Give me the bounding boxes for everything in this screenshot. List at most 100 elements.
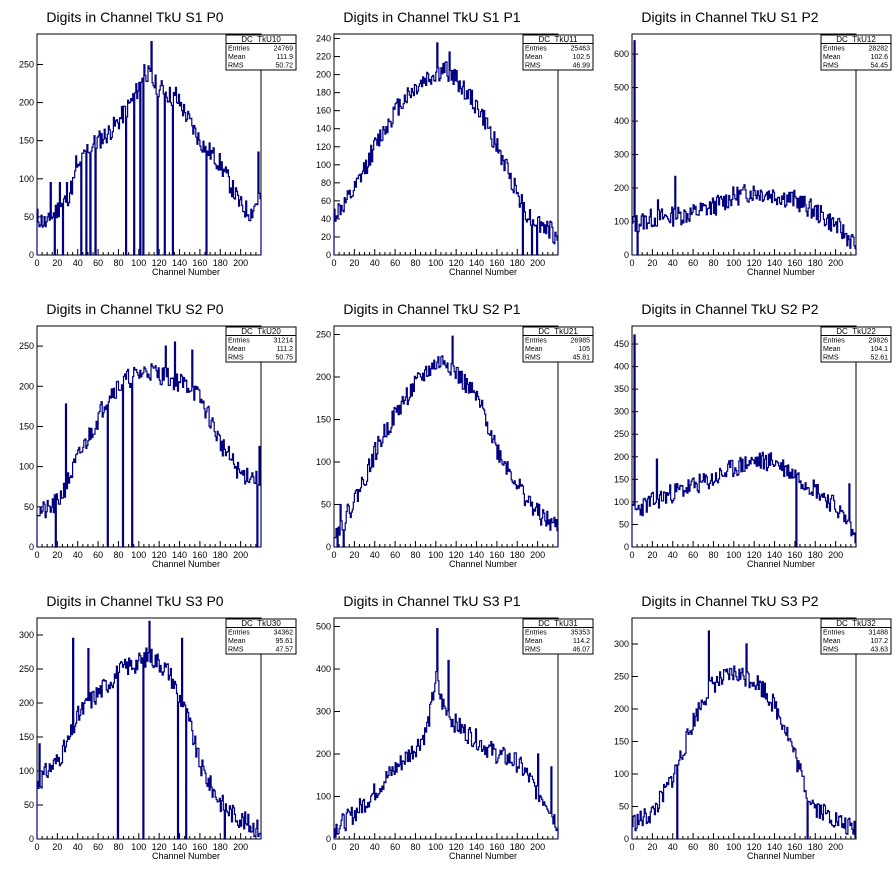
stats-box	[225, 326, 297, 363]
y-tick-label: 0	[29, 250, 34, 260]
x-tick-label: 0	[34, 550, 39, 560]
stats-box	[522, 34, 594, 71]
stats-name: DC_TkU22	[836, 327, 876, 336]
x-tick-label: 60	[390, 258, 400, 268]
x-tick-label: 160	[489, 550, 504, 560]
x-tick-label: 100	[428, 842, 443, 852]
stats-name: DC_TkU10	[241, 35, 281, 44]
stats-value: 28282	[869, 46, 889, 53]
x-tick-label: 60	[688, 258, 698, 268]
x-tick-label: 60	[93, 842, 103, 852]
stats-label: Mean	[525, 54, 543, 61]
y-tick-label: 200	[614, 704, 629, 714]
stats-value: 52.61	[870, 355, 888, 362]
x-tick-label: 80	[410, 550, 420, 560]
x-tick-label: 80	[113, 258, 123, 268]
stats-value: 102.6	[870, 54, 888, 61]
x-axis-label: Channel Number	[449, 851, 517, 861]
y-tick-label: 300	[614, 150, 629, 160]
y-tick-label: 50	[24, 800, 34, 810]
x-tick-label: 0	[629, 258, 634, 268]
x-tick-label: 200	[828, 550, 843, 560]
x-tick-label: 180	[808, 258, 823, 268]
chart-title: Digits in Channel TkU S2 P0	[46, 301, 223, 317]
y-tick-label: 0	[326, 834, 331, 844]
x-tick-label: 0	[629, 842, 634, 852]
x-axis-label: Channel Number	[747, 851, 815, 861]
x-tick-label: 80	[410, 842, 420, 852]
stats-value: 25463	[571, 46, 591, 53]
stats-value: 54.45	[870, 63, 888, 70]
stats-label: Mean	[525, 346, 543, 353]
stats-label: Entries	[525, 630, 547, 637]
x-tick-label: 120	[747, 550, 762, 560]
x-tick-label: 60	[688, 550, 698, 560]
x-tick-label: 0	[34, 258, 39, 268]
x-tick-label: 60	[93, 258, 103, 268]
y-tick-label: 50	[24, 502, 34, 512]
stats-label: RMS	[228, 355, 244, 362]
x-tick-label: 120	[449, 550, 464, 560]
x-tick-label: 140	[469, 842, 484, 852]
x-tick-label: 120	[152, 258, 167, 268]
stats-label: Mean	[228, 638, 246, 645]
y-tick-label: 100	[614, 497, 629, 507]
x-tick-label: 20	[52, 842, 62, 852]
x-tick-label: 120	[747, 842, 762, 852]
stats-value: 104.1	[870, 346, 888, 353]
stats-label: Entries	[228, 630, 250, 637]
stats-label: RMS	[823, 63, 839, 70]
x-tick-label: 200	[233, 550, 248, 560]
x-tick-label: 100	[428, 550, 443, 560]
y-tick-label: 150	[19, 136, 34, 146]
histogram-panel: Digits in Channel TkU S3 P10100200300400…	[316, 593, 594, 861]
x-tick-label: 160	[489, 258, 504, 268]
x-tick-label: 140	[767, 258, 782, 268]
y-tick-label: 300	[19, 630, 34, 640]
x-tick-label: 140	[172, 258, 187, 268]
stats-box	[522, 618, 594, 655]
x-tick-label: 20	[52, 258, 62, 268]
stats-value: 35353	[571, 630, 591, 637]
y-tick-label: 140	[316, 124, 331, 134]
x-tick-label: 120	[152, 842, 167, 852]
stats-box	[225, 618, 297, 655]
stats-value: 45.81	[572, 355, 590, 362]
stats-label: Mean	[823, 638, 841, 645]
x-tick-label: 200	[828, 258, 843, 268]
x-tick-label: 80	[708, 258, 718, 268]
stats-box	[522, 326, 594, 363]
stats-value: 102.5	[572, 54, 590, 61]
y-tick-label: 200	[316, 70, 331, 80]
y-tick-label: 50	[619, 519, 629, 529]
y-tick-label: 200	[614, 452, 629, 462]
histogram-panel: Digits in Channel TkU S1 P1 0 20 40 60 80 100 1…	[316, 9, 594, 277]
stats-label: Entries	[228, 46, 250, 53]
stats-label: Entries	[525, 46, 547, 53]
histogram-line	[333, 335, 559, 548]
y-tick-label: 500	[614, 83, 629, 93]
stats-label: Mean	[525, 638, 543, 645]
x-tick-label: 20	[647, 258, 657, 268]
stats-name: DC_TkU12	[836, 35, 876, 44]
x-axis-label: Channel Number	[152, 559, 220, 569]
x-tick-label: 180	[808, 550, 823, 560]
stats-value: 24769	[274, 46, 294, 53]
y-tick-label: 250	[19, 59, 34, 69]
chart-title: Digits in Channel TkU S3 P0	[46, 593, 223, 609]
x-tick-label: 60	[390, 550, 400, 560]
x-tick-label: 160	[489, 842, 504, 852]
x-tick-label: 160	[787, 258, 802, 268]
y-tick-label: 0	[624, 250, 629, 260]
y-tick-label: 150	[19, 732, 34, 742]
y-tick-label: 450	[614, 339, 629, 349]
x-tick-label: 100	[726, 258, 741, 268]
x-tick-label: 0	[34, 842, 39, 852]
stats-label: RMS	[228, 647, 244, 654]
stats-value: 50.75	[275, 355, 293, 362]
y-tick-label: 300	[316, 707, 331, 717]
x-tick-label: 120	[152, 550, 167, 560]
x-tick-label: 180	[213, 258, 228, 268]
x-tick-label: 180	[510, 842, 525, 852]
